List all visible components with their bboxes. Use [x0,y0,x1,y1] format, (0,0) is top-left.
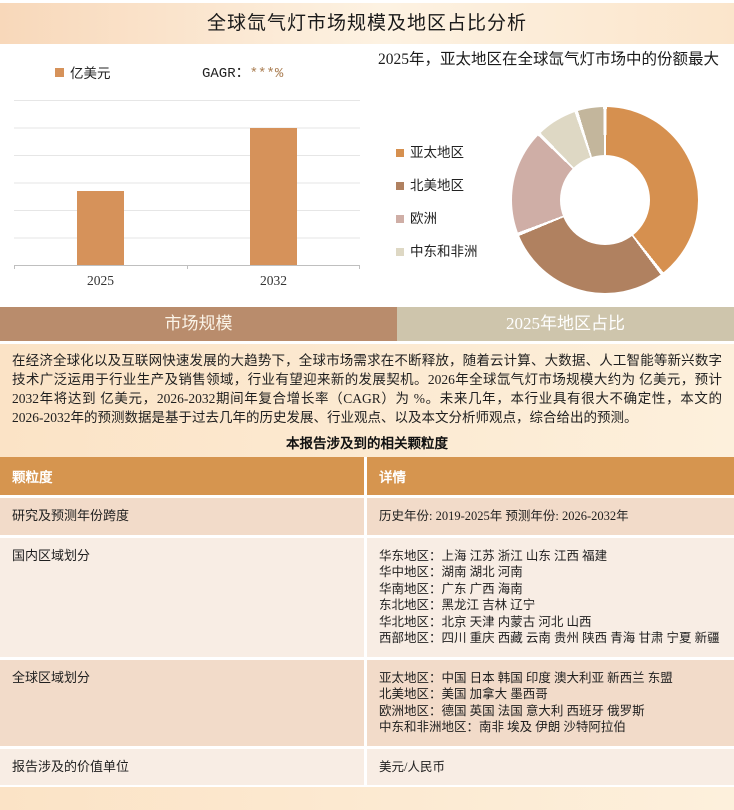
page-header: 全球氙气灯市场规模及地区占比分析 [0,3,734,44]
table-row-detail: 历史年份: 2019-2025年 预测年份: 2026-2032年 [367,498,734,535]
table-row-name: 研究及预测年份跨度 [0,498,364,535]
legend-marker-icon [396,149,404,157]
table-header-detail: 详情 [367,457,734,495]
bar-column-2025 [14,100,187,265]
table-row-detail: 美元/人民币 [367,748,734,785]
bar-2032 [250,128,297,265]
tab-bar: 市场规模 2025年地区占比 [0,307,734,341]
bar-x-axis-labels: 2025 2032 [14,273,360,289]
donut-ring [512,107,698,293]
legend-item-europe: 欧洲 [396,210,516,228]
page-title: 全球氙气灯市场规模及地区占比分析 [206,13,527,34]
donut-chart-title: 2025年，亚太地区在全球氙气灯市场中的份额最大 [378,51,720,68]
bar-legend-marker-icon [55,67,64,77]
bar-plot-area [14,100,360,269]
axis-tick [14,265,15,269]
legend-marker-icon [396,215,404,223]
bar-column-2032 [187,100,360,265]
tab-market-size[interactable]: 市场规模 [0,307,397,341]
legend-marker-icon [396,248,404,256]
axis-tick [187,265,188,269]
legend-label: 欧洲 [410,211,437,226]
cagr-value: ***% [249,66,284,82]
donut-legend: 亚太地区 北美地区 欧洲 中东和非洲 [396,144,516,276]
legend-item-north-america: 北美地区 [396,177,516,195]
table-header-granularity: 颗粒度 [0,457,364,495]
bar-legend-label: 亿美元 [70,66,111,81]
bar-chart-legend: 亿美元 [55,62,111,82]
report-body: 在经济全球化以及互联网快速发展的大趋势下，全球市场需求在不断释放，随着云计算、大… [0,344,734,810]
granularity-table: 颗粒度 详情 研究及预测年份跨度 历史年份: 2019-2025年 预测年份: … [0,457,734,787]
table-row-name: 全球区域划分 [0,659,364,746]
table-row-detail: 亚太地区：中国 日本 韩国 印度 澳大利亚 新西兰 东盟 北美地区：美国 加拿大… [367,659,734,746]
intro-paragraph: 在经济全球化以及互联网快速发展的大趋势下，全球市场需求在不断释放，随着云计算、大… [12,353,722,425]
charts-section: 亿美元 GAGR：***% 2025 2032 2025年，亚太地区在全球氙气灯… [0,44,734,307]
donut-hole [560,155,650,245]
x-label-2032: 2032 [260,273,287,288]
table-row-detail: 华东地区：上海 江苏 浙江 山东 江西 福建 华中地区：湖南 湖北 河南 华南地… [367,537,734,657]
cagr-label: GAGR： [202,66,250,82]
legend-label: 亚太地区 [410,145,464,160]
table-title: 本报告涉及到的相关颗粒度 [286,436,448,451]
cagr-annotation: GAGR：***% [202,62,283,82]
tab-region-share[interactable]: 2025年地区占比 [397,307,734,341]
table-row-name: 国内区域划分 [0,537,364,657]
legend-label: 北美地区 [410,178,464,193]
bar-2025 [77,190,124,265]
legend-item-apac: 亚太地区 [396,144,516,162]
axis-tick [359,265,360,269]
legend-item-mea: 中东和非洲 [396,243,516,261]
legend-marker-icon [396,182,404,190]
table-row-name: 报告涉及的价值单位 [0,748,364,785]
legend-label: 中东和非洲 [410,244,478,259]
x-label-2025: 2025 [87,273,114,288]
